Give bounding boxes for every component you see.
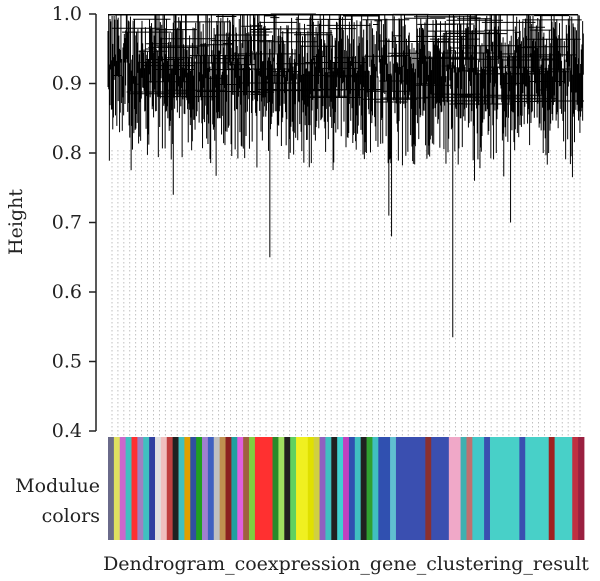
module-color-segment <box>325 437 332 540</box>
y-axis: 0.4 0.5 0.6 0.7 0.8 0.9 1.0 <box>52 3 97 442</box>
module-color-segment <box>395 437 426 540</box>
module-color-segment <box>254 437 273 540</box>
module-color-segment <box>360 437 367 540</box>
module-color-segment <box>484 437 491 540</box>
y-tick-label: 0.9 <box>52 73 82 95</box>
y-tick-label: 0.6 <box>52 281 82 303</box>
module-color-segment <box>307 437 315 540</box>
dendrogram-branches <box>107 13 584 338</box>
module-color-segment <box>489 437 520 540</box>
module-color-segment <box>525 437 550 540</box>
module-color-segment <box>284 437 291 540</box>
module-color-segment <box>337 437 344 540</box>
module-color-segment <box>137 437 144 540</box>
module-color-bar <box>108 437 585 540</box>
module-color-segment <box>472 437 485 540</box>
module-color-segment <box>296 437 309 540</box>
module-color-segment <box>119 437 127 540</box>
module-color-segment <box>348 437 356 540</box>
module-color-segment <box>290 437 297 540</box>
module-color-segment <box>519 437 526 540</box>
color-bar-label-line2: colors <box>42 505 100 527</box>
module-color-segment <box>219 437 226 540</box>
module-color-segment <box>313 437 320 540</box>
module-color-segment <box>196 437 203 540</box>
module-color-segment <box>213 437 221 540</box>
module-color-segment <box>225 437 232 540</box>
module-color-segment <box>172 437 179 540</box>
module-color-segment <box>160 437 168 540</box>
module-color-segment <box>143 437 150 540</box>
y-axis-title: Height <box>5 189 27 255</box>
module-color-segment <box>466 437 473 540</box>
module-color-segment <box>272 437 279 540</box>
module-color-segment <box>155 437 162 540</box>
y-tick-label: 0.8 <box>52 142 82 164</box>
module-color-segment <box>231 437 238 540</box>
y-tick-label: 0.7 <box>52 212 82 234</box>
module-color-segment <box>548 437 556 540</box>
chart-caption: Dendrogram_coexpression_gene_clustering_… <box>103 553 589 575</box>
module-color-segment <box>343 437 350 540</box>
module-color-segment <box>366 437 373 540</box>
module-color-segment <box>554 437 573 540</box>
leaf-guide-lines <box>111 150 581 437</box>
module-color-segment <box>190 437 197 540</box>
module-color-segment <box>578 437 585 540</box>
module-color-segment <box>372 437 379 540</box>
module-color-segment <box>390 437 397 540</box>
module-color-segment <box>149 437 156 540</box>
module-color-segment <box>207 437 215 540</box>
module-color-segment <box>378 437 391 540</box>
module-color-segment <box>572 437 579 540</box>
module-color-segment <box>178 437 185 540</box>
module-color-segment <box>184 437 191 540</box>
module-color-segment <box>448 437 461 540</box>
module-color-segment <box>237 437 244 540</box>
module-color-segment <box>278 437 285 540</box>
module-color-segment <box>425 437 432 540</box>
color-bar-label-line1: Modulue <box>15 475 100 497</box>
y-tick-label: 0.4 <box>52 420 82 442</box>
module-color-segment <box>125 437 132 540</box>
y-tick-label: 0.5 <box>52 351 82 373</box>
module-color-segment <box>460 437 467 540</box>
module-color-segment <box>166 437 174 540</box>
y-tick-label: 1.0 <box>52 3 82 25</box>
module-color-segment <box>243 437 250 540</box>
module-color-segment <box>331 437 338 540</box>
module-color-segment <box>131 437 138 540</box>
module-color-segment <box>319 437 326 540</box>
module-color-segment <box>202 437 209 540</box>
module-color-segment <box>431 437 450 540</box>
module-color-segment <box>113 437 121 540</box>
module-color-segment <box>249 437 256 540</box>
module-color-segment <box>354 437 362 540</box>
module-color-segment <box>108 437 115 540</box>
